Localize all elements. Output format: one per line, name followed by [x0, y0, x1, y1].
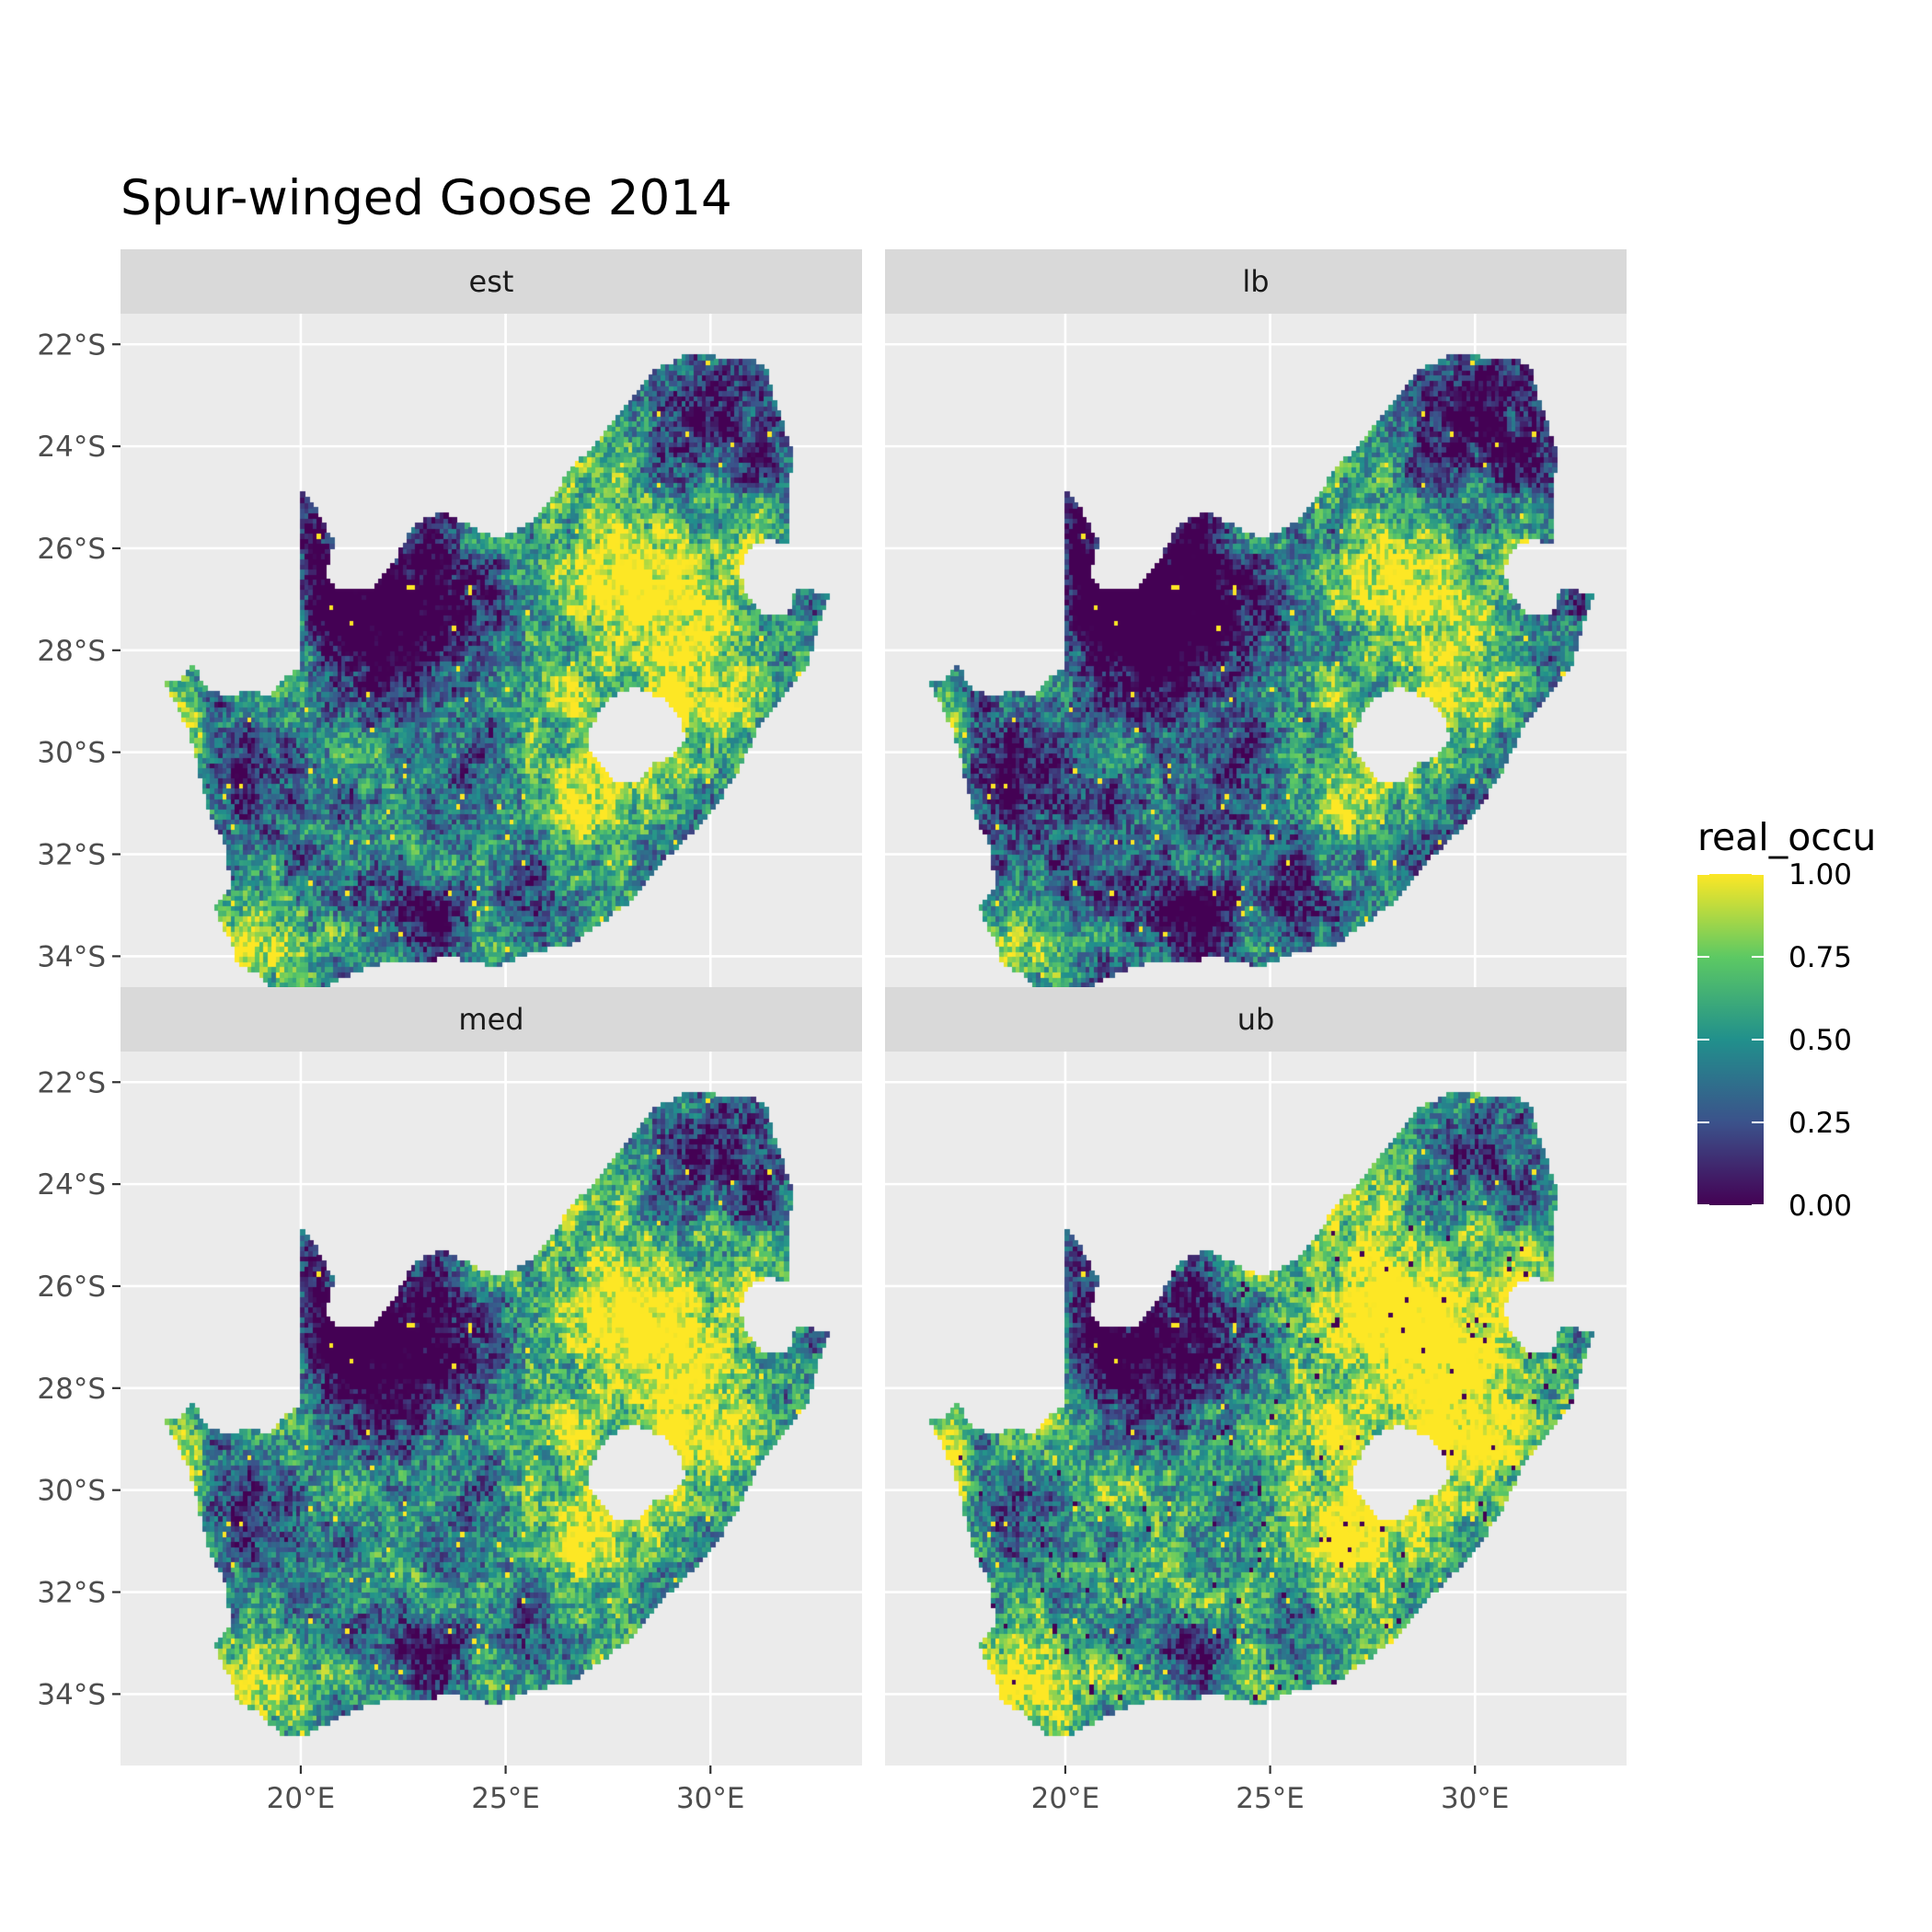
- y-tick-label: 32°S: [37, 839, 106, 872]
- x-tick-label: 20°E: [267, 1782, 336, 1815]
- facet-strip: [121, 987, 862, 1052]
- facet-strip-label: med: [458, 1002, 523, 1037]
- y-tick-label: 34°S: [37, 940, 106, 973]
- legend-label: 0.00: [1788, 1190, 1852, 1223]
- facet-strip-label: est: [469, 264, 514, 299]
- chart-title: Spur-winged Goose 2014: [121, 170, 732, 226]
- legend-label: 1.00: [1788, 858, 1852, 891]
- legend-label: 0.75: [1788, 941, 1852, 974]
- y-tick-label: 24°S: [37, 431, 106, 464]
- legend-title: real_occu: [1697, 815, 1876, 859]
- legend-label: 0.25: [1788, 1107, 1852, 1140]
- legend-ticks: 1.00 0.75 0.50 0.25 0.00: [1697, 858, 1852, 1223]
- legend-label: 0.50: [1788, 1024, 1852, 1057]
- y-tick-label: 26°S: [37, 1271, 106, 1304]
- y-tick-label: 28°S: [37, 1373, 106, 1406]
- facet-strip: [885, 249, 1627, 314]
- y-tick-label: 34°S: [37, 1678, 106, 1711]
- facet-panel-med: med 22°S 24°S 26°S 28°S 30°S 32°S 34°S 20°E 25°E 3…: [37, 987, 862, 1815]
- y-tick-label: 30°S: [37, 737, 106, 770]
- y-tick-label: 22°S: [37, 328, 106, 362]
- x-tick-label: 25°E: [471, 1782, 540, 1815]
- y-tick-label: 30°S: [37, 1475, 106, 1508]
- facet-panel-est: est 22°S 24°S 26°S 28°S 30°S 32°S 34°S: [37, 249, 862, 1028]
- occupancy-raster: [121, 314, 862, 1028]
- facet-strip-label: ub: [1237, 1002, 1275, 1037]
- y-tick-label: 24°S: [37, 1168, 106, 1202]
- facet-panel-lb: lb: [885, 249, 1627, 1028]
- y-tick-label: 28°S: [37, 635, 106, 668]
- occupancy-raster: [885, 1052, 1627, 1765]
- facet-panels: est 22°S 24°S 26°S 28°S 30°S 32°S 34°S lb med 22°S…: [37, 249, 1627, 1815]
- legend: real_occu 1.00 0.75 0.50 0.25 0.00: [1697, 815, 1876, 1223]
- y-tick-label: 26°S: [37, 533, 106, 566]
- occupancy-raster: [121, 1052, 862, 1765]
- x-tick-label: 25°E: [1236, 1782, 1305, 1815]
- facet-strip: [885, 987, 1627, 1052]
- y-tick-label: 22°S: [37, 1066, 106, 1099]
- occupancy-raster: [885, 314, 1627, 1028]
- y-tick-label: 32°S: [37, 1577, 106, 1610]
- x-tick-label: 20°E: [1031, 1782, 1100, 1815]
- facet-strip: [121, 249, 862, 314]
- x-tick-label: 30°E: [676, 1782, 745, 1815]
- facet-panel-ub: ub 20°E 25°E 30°E: [885, 987, 1627, 1815]
- facet-strip-label: lb: [1242, 264, 1269, 299]
- x-tick-label: 30°E: [1441, 1782, 1510, 1815]
